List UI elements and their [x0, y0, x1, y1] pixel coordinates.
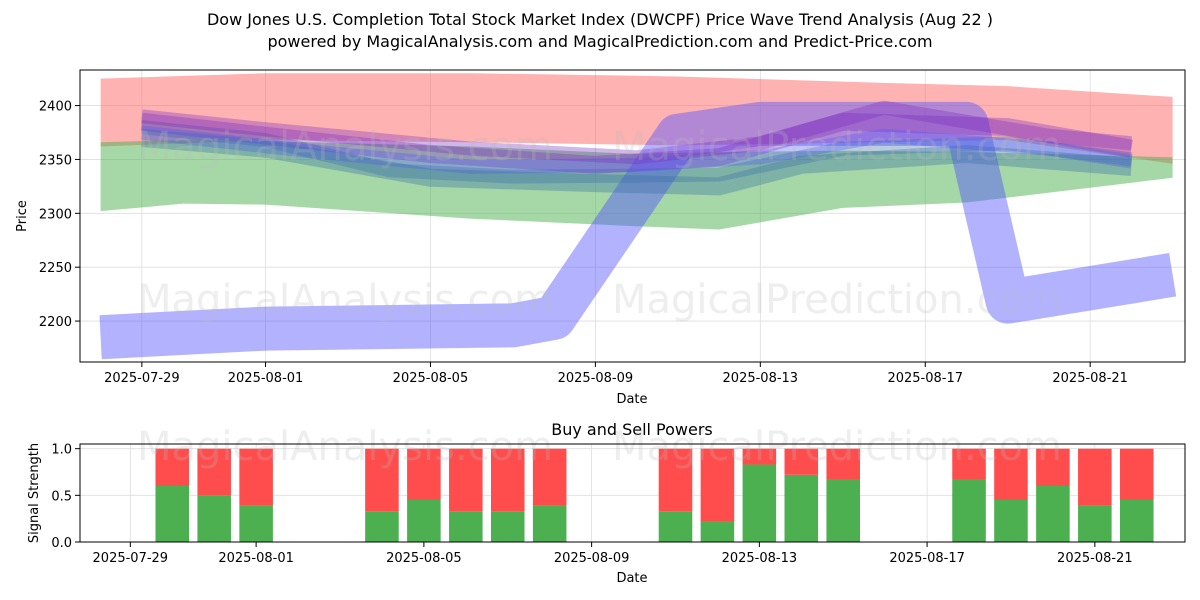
price-y-tick-label: 2300	[39, 207, 72, 222]
signal-x-tick-label: 2025-08-01	[218, 551, 294, 566]
price-x-tick-label: 2025-08-05	[393, 371, 469, 386]
price-x-axis-title: Date	[616, 392, 647, 407]
buy-bar	[826, 479, 860, 542]
sell-bar	[532, 448, 567, 506]
price-x-tick-label: 2025-08-21	[1052, 371, 1128, 386]
sell-bar	[1120, 448, 1154, 500]
buy-bar	[1078, 505, 1112, 542]
sell-bar	[197, 448, 231, 496]
buy-bar	[1120, 500, 1154, 542]
signal-y-tick-label: 0.0	[51, 536, 72, 551]
buy-bar	[784, 474, 819, 542]
sell-bar	[490, 448, 525, 512]
price-y-axis-title: Price	[15, 200, 30, 232]
watermark-analysis-middle: MagicalAnalysis.com	[137, 277, 553, 323]
buy-bar	[1036, 486, 1070, 542]
signal-x-tick-label: 2025-08-09	[554, 551, 630, 566]
price-y-tick-label: 2200	[39, 315, 72, 330]
watermark-analysis-bottom: MagicalAnalysis.com	[137, 424, 553, 470]
lower-band	[100, 140, 1173, 230]
buy-bar	[742, 464, 777, 542]
signal-y-tick-label: 0.5	[51, 489, 72, 504]
sell-bar	[239, 448, 273, 506]
price-y-tick-label: 2250	[39, 261, 72, 276]
buy-bar	[532, 505, 567, 542]
signal-x-tick-label: 2025-08-21	[1057, 551, 1133, 566]
signal-x-axis-title: Date	[616, 571, 647, 586]
buy-bar	[407, 500, 441, 542]
sell-bar	[742, 448, 777, 465]
sell-bar	[826, 448, 860, 480]
sell-bar	[1078, 448, 1112, 506]
sell-bar	[365, 448, 399, 512]
signal-x-tick-label: 2025-08-17	[889, 551, 965, 566]
signal-x-tick-label: 2025-07-29	[93, 551, 169, 566]
price-x-tick-label: 2025-08-09	[558, 371, 634, 386]
signal-x-tick-label: 2025-08-05	[386, 551, 462, 566]
buy-bar	[700, 521, 735, 542]
buy-bar	[658, 511, 693, 542]
buy-bar	[155, 486, 190, 542]
chart-title: Dow Jones U.S. Completion Total Stock Ma…	[207, 10, 993, 29]
signal-panel-title: Buy and Sell Powers	[551, 420, 713, 439]
wave-line	[141, 128, 1133, 196]
sell-bar	[407, 448, 441, 500]
chart-subtitle: powered by MagicalAnalysis.com and Magic…	[267, 32, 932, 51]
sell-bar	[658, 448, 693, 512]
sell-bar	[449, 448, 483, 512]
signal-plot-frame	[79, 443, 1186, 543]
sell-bar	[1036, 448, 1070, 486]
buy-bar	[197, 495, 231, 542]
buy-bar	[365, 511, 399, 542]
wave-line	[141, 125, 1133, 174]
price-x-tick-label: 2025-08-17	[887, 371, 963, 386]
signal-panel: Buy and Sell Powers MagicalAnalysis.com …	[27, 420, 1186, 586]
price-panel: MagicalAnalysis.com MagicalPrediction.co…	[15, 69, 1186, 407]
buy-bar	[239, 505, 273, 542]
signal-y-tick-label: 1.0	[51, 443, 72, 458]
buy-bar	[490, 511, 525, 542]
wave-line	[141, 100, 1133, 165]
price-y-tick-label: 2350	[39, 153, 72, 168]
price-x-tick-label: 2025-07-29	[104, 371, 180, 386]
wave-line	[99, 101, 1177, 360]
wave-line	[141, 120, 1133, 184]
sell-bar	[700, 448, 735, 522]
buy-bar	[994, 500, 1028, 542]
price-x-tick-label: 2025-08-13	[723, 371, 799, 386]
sell-bar	[155, 448, 190, 486]
signal-y-axis-title: Signal Strength	[27, 443, 42, 543]
watermark-prediction-middle: MagicalPrediction.com	[612, 277, 1062, 323]
signal-x-tick-label: 2025-08-13	[722, 551, 798, 566]
watermark-analysis-top: MagicalAnalysis.com	[137, 124, 553, 170]
sell-bar	[952, 448, 986, 480]
sell-bar	[994, 448, 1028, 500]
buy-bar	[952, 479, 986, 542]
upper-band	[100, 73, 1173, 164]
watermark-prediction-bottom: MagicalPrediction.com	[612, 424, 1062, 470]
price-x-tick-label: 2025-08-01	[228, 371, 304, 386]
price-plot-frame	[79, 69, 1186, 363]
watermark-prediction-top: MagicalPrediction.com	[612, 124, 1062, 170]
buy-bar	[449, 511, 483, 542]
price-y-tick-label: 2400	[39, 100, 72, 115]
wave-line	[140, 112, 1133, 174]
sell-bar	[784, 448, 819, 475]
